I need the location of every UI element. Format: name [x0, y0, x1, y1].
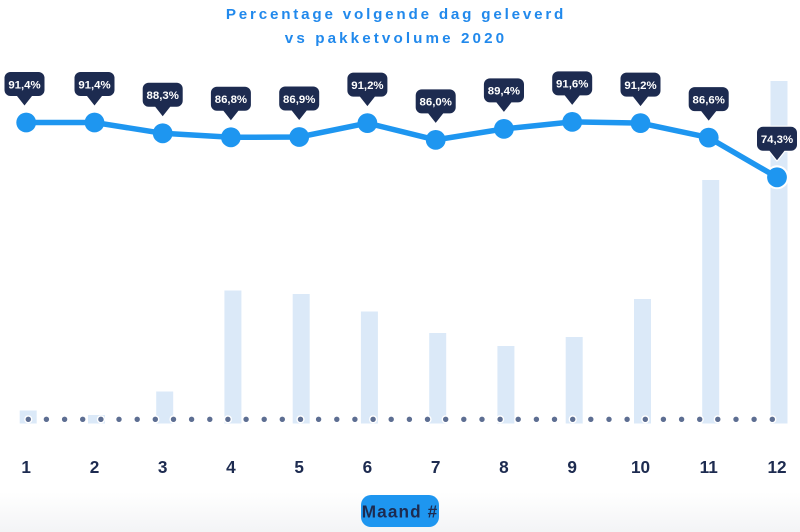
svg-text:86,8%: 86,8% — [215, 94, 247, 106]
svg-text:91,4%: 91,4% — [8, 79, 40, 91]
svg-text:12: 12 — [767, 457, 786, 477]
svg-text:89,4%: 89,4% — [488, 86, 520, 98]
svg-text:88,3%: 88,3% — [147, 90, 179, 102]
svg-text:9: 9 — [567, 457, 577, 477]
svg-text:3: 3 — [158, 457, 168, 477]
svg-text:2: 2 — [90, 457, 100, 477]
svg-text:91,2%: 91,2% — [624, 80, 656, 92]
svg-text:7: 7 — [431, 457, 441, 477]
svg-text:Maand #: Maand # — [362, 502, 438, 522]
svg-text:4: 4 — [226, 457, 236, 477]
svg-text:91,2%: 91,2% — [351, 80, 383, 92]
svg-text:1: 1 — [21, 457, 31, 477]
svg-text:11: 11 — [700, 457, 719, 477]
svg-text:74,3%: 74,3% — [761, 134, 793, 146]
svg-text:86,0%: 86,0% — [420, 97, 452, 109]
svg-text:86,9%: 86,9% — [283, 94, 315, 106]
svg-text:10: 10 — [631, 457, 650, 477]
svg-text:5: 5 — [294, 457, 304, 477]
svg-text:6: 6 — [363, 457, 373, 477]
svg-text:86,6%: 86,6% — [693, 94, 725, 106]
svg-text:8: 8 — [499, 457, 509, 477]
svg-text:Percentage volgende dag geleve: Percentage volgende dag geleverd — [226, 6, 566, 23]
svg-text:vs pakketvolume 2020: vs pakketvolume 2020 — [285, 30, 507, 47]
svg-text:91,4%: 91,4% — [78, 79, 110, 91]
svg-text:91,6%: 91,6% — [556, 79, 588, 91]
